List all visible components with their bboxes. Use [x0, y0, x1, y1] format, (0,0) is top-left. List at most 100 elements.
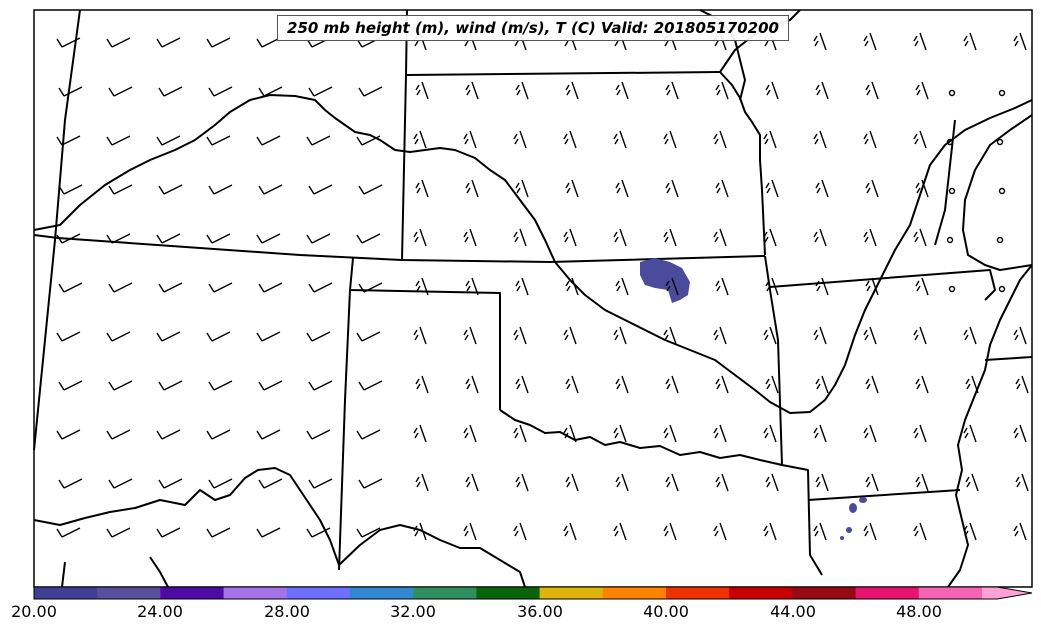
temperature-blob-4 [846, 527, 852, 533]
colorbar-extend-arrow [982, 587, 1032, 599]
wind-barb [358, 478, 383, 489]
wind-barb [513, 326, 527, 345]
wind-barb [863, 228, 877, 247]
wind-barb [615, 473, 629, 492]
temperature-blob-3 [859, 497, 867, 503]
boundary-ar-la [807, 489, 961, 501]
wind-calm-circle [998, 285, 1006, 293]
wind-barb [613, 522, 627, 541]
wind-barb [415, 277, 429, 296]
wind-barb [913, 228, 927, 247]
wind-barb [306, 429, 331, 440]
wind-barb [565, 473, 579, 492]
map-frame [34, 10, 1032, 587]
wind-barb [563, 424, 577, 443]
wind-barb [465, 473, 479, 492]
wind-barb [813, 228, 827, 247]
wind-barb [913, 130, 927, 149]
wind-barb [913, 326, 927, 345]
wind-barb [106, 527, 131, 538]
wind-barb [965, 473, 979, 492]
wind-barb [58, 184, 83, 195]
wind-barb [865, 277, 879, 296]
colorbar-tick-label: 20.00 [11, 602, 57, 621]
wind-barb [815, 473, 829, 492]
wind-barb [515, 375, 529, 394]
colorbar-swatch [729, 587, 793, 599]
wind-barb [565, 81, 579, 100]
wind-barb [256, 331, 281, 342]
colorbar-tick-label: 36.00 [517, 602, 563, 621]
wind-calm-circle [948, 187, 956, 195]
boundary-mississippi-river [947, 264, 1033, 588]
wind-barb [765, 179, 779, 198]
wind-barb [258, 478, 283, 489]
wind-barb [258, 380, 283, 391]
wind-barb [58, 478, 83, 489]
boundary-tn-ms [984, 356, 1033, 361]
wind-barb [463, 424, 477, 443]
height-contour-2 [33, 467, 340, 566]
wind-barb [615, 375, 629, 394]
wind-barb [813, 424, 827, 443]
colorbar-swatch [792, 587, 857, 599]
wind-barb [206, 37, 231, 48]
colorbar-swatch [666, 587, 730, 599]
wind-barb [463, 522, 477, 541]
wind-barb [1015, 375, 1029, 394]
colorbar-tick-label: 24.00 [137, 602, 183, 621]
temperature-blob-2 [849, 503, 857, 513]
wind-barb [208, 86, 233, 97]
wind-barb [863, 32, 877, 51]
wind-barb [515, 179, 529, 198]
wind-barb [665, 277, 679, 296]
wind-barb [665, 375, 679, 394]
wind-barb [158, 282, 183, 293]
wind-barb [465, 81, 479, 100]
colorbar-tick-label: 44.00 [770, 602, 816, 621]
wind-barb [158, 380, 183, 391]
wind-calm-circle [996, 236, 1004, 244]
wind-barb [413, 424, 427, 443]
wind-barb [715, 179, 729, 198]
wind-barb [156, 135, 181, 146]
wind-barb [565, 375, 579, 394]
wind-barb [763, 326, 777, 345]
wind-barb [1013, 424, 1027, 443]
wind-barb [863, 326, 877, 345]
wind-barb [415, 473, 429, 492]
wind-barb [358, 282, 383, 293]
boundary-ok-ar [764, 255, 823, 576]
wind-barb [108, 282, 133, 293]
wind-barb [158, 184, 183, 195]
wind-barb [106, 429, 131, 440]
colorbar-swatch [97, 587, 161, 599]
wind-barb [106, 37, 131, 48]
wind-barb [306, 233, 331, 244]
wind-barb [463, 326, 477, 345]
colorbar-swatch [286, 587, 351, 599]
wind-barb [415, 179, 429, 198]
wind-barb [308, 380, 333, 391]
wind-barb [615, 179, 629, 198]
wind-barb [613, 424, 627, 443]
wind-barbs [56, 32, 1029, 541]
wind-barb [865, 473, 879, 492]
wind-barb [158, 478, 183, 489]
height-contour-3 [338, 524, 526, 588]
wind-barb [663, 522, 677, 541]
wind-barb [106, 233, 131, 244]
wind-barb [713, 228, 727, 247]
wind-barb [663, 326, 677, 345]
colorbar-tick-label: 28.00 [264, 602, 310, 621]
wind-barb [56, 429, 81, 440]
wind-barb [356, 331, 381, 342]
wind-barb [58, 86, 83, 97]
wind-barb [663, 424, 677, 443]
wind-barb [56, 135, 81, 146]
boundary-ks-mo [719, 71, 766, 256]
wind-barb [208, 380, 233, 391]
wind-barb [965, 375, 979, 394]
wind-barb [765, 277, 779, 296]
